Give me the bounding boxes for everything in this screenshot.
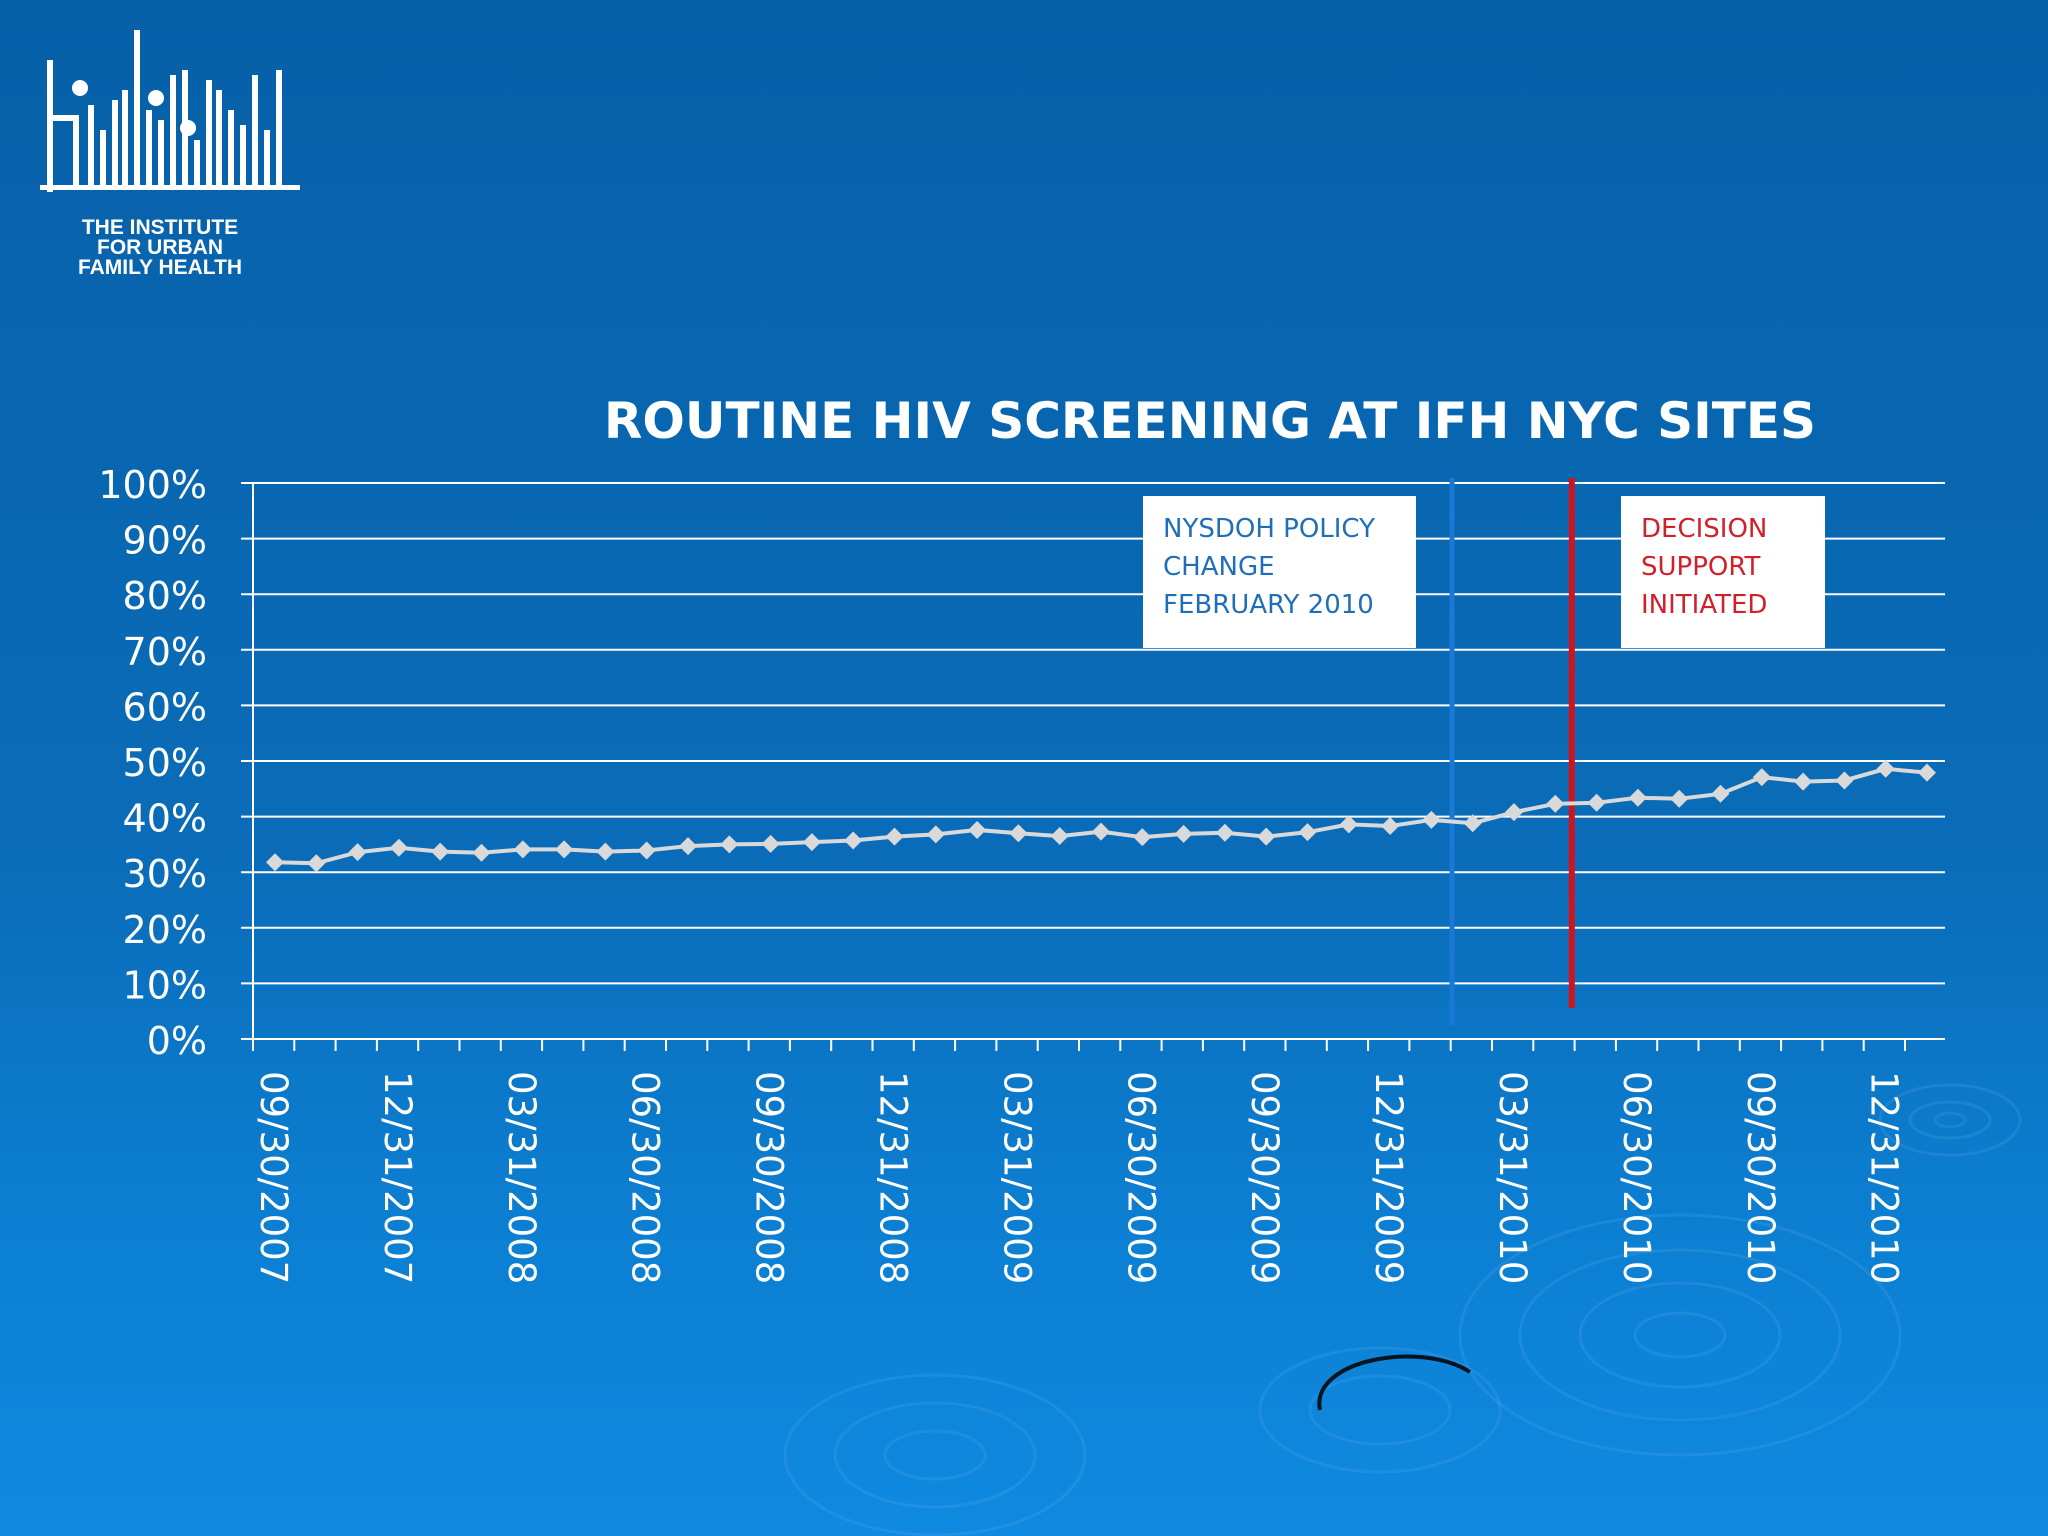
y-tick-label: 100% bbox=[98, 463, 207, 507]
logo-text-line1: THE INSTITUTE bbox=[81, 216, 239, 239]
data-point bbox=[1628, 788, 1647, 807]
data-point bbox=[1752, 768, 1771, 787]
x-tick-label: 12/31/2008 bbox=[872, 1071, 915, 1284]
data-point bbox=[761, 834, 780, 853]
y-tick-label: 0% bbox=[147, 1019, 207, 1063]
data-point bbox=[1546, 794, 1565, 813]
data-point bbox=[1794, 772, 1813, 791]
y-tick-label: 10% bbox=[123, 963, 207, 1007]
data-point bbox=[1092, 822, 1110, 841]
annotation-line: CHANGE bbox=[1163, 552, 1275, 582]
x-tick-label: 12/31/2007 bbox=[376, 1071, 419, 1284]
x-tick-label: 03/31/2010 bbox=[1491, 1071, 1534, 1284]
data-point bbox=[844, 831, 863, 850]
y-tick-label: 30% bbox=[123, 852, 207, 896]
data-point bbox=[1463, 814, 1482, 833]
chart-title: ROUTINE HIV SCREENING AT IFH NYC SITES bbox=[603, 392, 1817, 450]
data-point bbox=[1587, 793, 1606, 812]
x-tick-label: 09/30/2008 bbox=[748, 1071, 791, 1284]
data-point bbox=[472, 843, 491, 862]
annotation-line: SUPPORT bbox=[1641, 552, 1761, 582]
data-point bbox=[1835, 771, 1854, 790]
logo-text-line3: FAMILY HEALTH bbox=[77, 256, 243, 279]
x-tick-label: 03/31/2008 bbox=[500, 1071, 543, 1284]
annotation-line: INITIATED bbox=[1641, 590, 1768, 620]
x-tick-label: 06/30/2008 bbox=[624, 1071, 667, 1284]
data-point bbox=[1257, 827, 1276, 846]
data-point bbox=[1422, 810, 1441, 829]
data-point bbox=[926, 825, 945, 844]
x-tick-label: 12/31/2009 bbox=[1367, 1071, 1410, 1284]
y-tick-label: 70% bbox=[123, 630, 207, 674]
y-tick-label: 60% bbox=[123, 685, 207, 729]
annotation-line: NYSDOH POLICY bbox=[1163, 514, 1376, 544]
x-tick-label: 09/30/2010 bbox=[1739, 1071, 1782, 1284]
data-point bbox=[1670, 789, 1689, 808]
data-point bbox=[968, 820, 987, 839]
data-point bbox=[1876, 759, 1895, 778]
data-point bbox=[1505, 803, 1523, 822]
annotation-line: DECISION bbox=[1641, 514, 1768, 544]
y-tick-label: 20% bbox=[123, 908, 207, 952]
data-point bbox=[389, 838, 408, 857]
data-point bbox=[1339, 815, 1358, 834]
decision-support-annotation: DECISION SUPPORT INITIATED bbox=[1621, 496, 1825, 648]
data-point bbox=[555, 840, 574, 859]
data-point bbox=[1918, 763, 1936, 782]
data-point bbox=[348, 843, 367, 862]
data-point bbox=[266, 853, 284, 872]
policy-change-annotation: NYSDOH POLICY CHANGE FEBRUARY 2010 bbox=[1143, 496, 1416, 648]
data-point bbox=[720, 835, 739, 854]
x-tick-label: 03/31/2009 bbox=[995, 1071, 1038, 1284]
logo-text-line2: FOR URBAN bbox=[97, 236, 223, 259]
y-tick-label: 90% bbox=[123, 519, 207, 563]
y-tick-label: 50% bbox=[123, 741, 207, 785]
data-point bbox=[1711, 784, 1730, 803]
annotation-line: FEBRUARY 2010 bbox=[1163, 590, 1374, 620]
x-tick-label: 12/31/2010 bbox=[1863, 1071, 1906, 1284]
x-tick-label: 06/30/2009 bbox=[1119, 1071, 1162, 1284]
x-tick-label: 09/30/2009 bbox=[1243, 1071, 1286, 1284]
y-tick-label: 40% bbox=[123, 797, 207, 841]
data-point bbox=[1215, 823, 1234, 842]
data-point bbox=[513, 840, 532, 859]
data-point bbox=[1050, 827, 1069, 846]
data-point bbox=[307, 854, 326, 873]
data-point bbox=[802, 833, 821, 852]
data-point bbox=[431, 842, 450, 861]
data-point bbox=[1009, 824, 1028, 843]
data-point bbox=[885, 827, 904, 846]
data-point bbox=[1174, 824, 1193, 843]
data-point bbox=[679, 837, 697, 856]
ifh-logo-icon bbox=[40, 30, 300, 192]
data-point bbox=[637, 841, 656, 860]
x-tick-label: 09/30/2007 bbox=[252, 1071, 295, 1284]
data-point bbox=[596, 842, 615, 861]
x-tick-label: 06/30/2010 bbox=[1615, 1071, 1658, 1284]
data-point bbox=[1381, 817, 1400, 836]
data-point bbox=[1133, 828, 1152, 847]
y-tick-label: 80% bbox=[123, 574, 207, 618]
data-point bbox=[1298, 823, 1317, 842]
